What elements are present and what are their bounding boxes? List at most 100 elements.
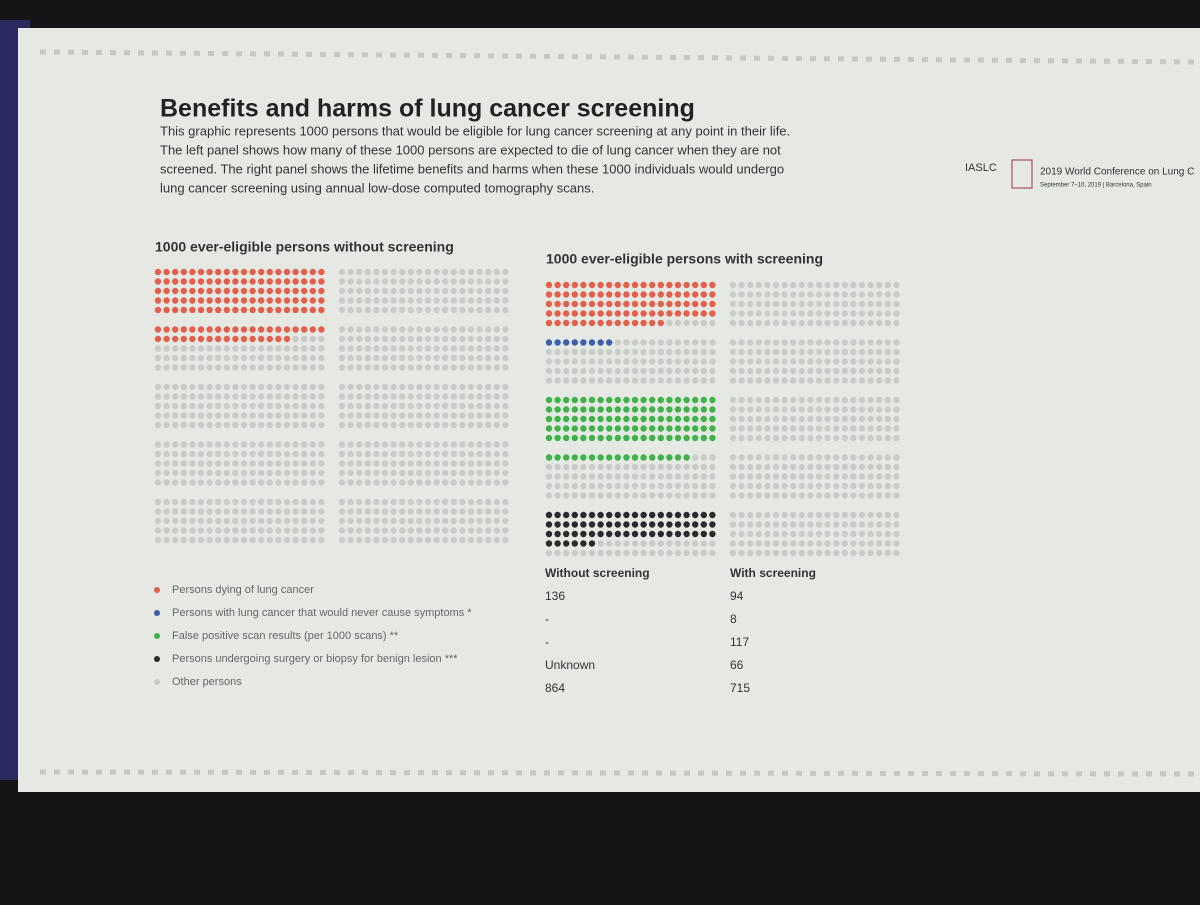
person-dot (381, 469, 389, 477)
person-dot (493, 326, 500, 333)
person-dot (424, 278, 432, 285)
person-dot (338, 297, 346, 304)
person-dot (154, 297, 162, 304)
person-dot (223, 326, 230, 333)
legend-swatch (154, 610, 160, 616)
person-dot (867, 300, 874, 308)
top-border (39, 49, 1200, 65)
person-dot (666, 511, 673, 519)
person-dot (301, 450, 308, 458)
person-dot (631, 540, 639, 547)
person-dot (798, 521, 805, 528)
person-dot (180, 441, 187, 448)
person-dot (657, 367, 664, 375)
person-dot (666, 415, 673, 423)
person-dot (356, 268, 363, 276)
person-dot (824, 425, 831, 432)
person-dot (631, 549, 639, 557)
person-dot (623, 319, 630, 327)
person-dot (597, 367, 604, 375)
person-dot (347, 469, 354, 477)
person-dot (459, 469, 466, 477)
person-dot (275, 393, 282, 400)
person-dot (597, 454, 604, 461)
table-cell: 8 (730, 612, 737, 626)
person-dot (614, 319, 621, 327)
person-dot (563, 521, 570, 528)
person-dot (364, 345, 371, 352)
person-dot (649, 482, 656, 490)
person-dot (318, 460, 325, 467)
person-dot (206, 354, 213, 362)
person-dot (373, 527, 380, 534)
person-dot (876, 310, 883, 317)
person-dot (876, 540, 883, 547)
person-dot (764, 281, 771, 289)
person-dot (571, 530, 578, 538)
person-dot (683, 549, 690, 557)
person-dot (893, 319, 900, 327)
person-dot (180, 421, 187, 429)
person-dot (347, 527, 354, 534)
person-dot (623, 310, 630, 317)
person-dot (709, 291, 716, 298)
person-dot (266, 527, 273, 534)
person-dot (292, 460, 299, 467)
person-dot (764, 367, 771, 375)
person-dot (154, 441, 162, 448)
person-dot (338, 364, 346, 371)
person-dot (850, 549, 857, 557)
person-dot (232, 517, 239, 525)
person-dot (692, 291, 699, 298)
person-dot (232, 268, 239, 276)
person-dot (356, 421, 363, 429)
person-dot (571, 521, 578, 528)
person-dot (502, 527, 509, 534)
person-dot (772, 511, 780, 519)
person-dot (433, 383, 440, 391)
person-dot (833, 530, 840, 538)
person-dot (747, 358, 754, 365)
person-dot (884, 549, 891, 557)
person-dot (884, 396, 891, 404)
person-dot (476, 268, 483, 276)
person-dot (640, 511, 647, 519)
person-dot (433, 306, 440, 314)
person-dot (223, 402, 230, 410)
person-dot (790, 540, 797, 547)
person-dot (347, 498, 354, 506)
person-dot (424, 393, 432, 400)
person-dot (485, 345, 492, 352)
person-dot (172, 287, 179, 295)
person-dot (399, 393, 406, 400)
person-dot (640, 300, 647, 308)
person-dot (373, 297, 380, 304)
person-dot (215, 412, 222, 419)
person-dot (338, 421, 346, 429)
person-dot (666, 396, 673, 404)
person-dot (876, 415, 883, 423)
person-dot (606, 415, 613, 423)
person-dot (318, 421, 325, 429)
person-dot (709, 358, 716, 365)
person-dot (189, 354, 196, 362)
person-dot (450, 527, 457, 534)
person-dot (631, 492, 639, 499)
person-dot (172, 306, 179, 314)
person-dot (781, 310, 788, 317)
person-dot (424, 498, 432, 506)
person-dot (215, 306, 222, 314)
person-dot (476, 297, 483, 304)
person-dot (390, 306, 397, 314)
person-dot (373, 402, 380, 410)
person-dot (606, 377, 613, 384)
person-dot (657, 281, 664, 289)
person-dot (416, 460, 423, 467)
table-cell: - (545, 635, 549, 649)
person-dot (373, 345, 380, 352)
legend-swatch (154, 679, 160, 685)
person-dot (876, 406, 883, 413)
person-dot (709, 454, 716, 461)
person-dot (485, 354, 492, 362)
person-dot (700, 540, 707, 547)
